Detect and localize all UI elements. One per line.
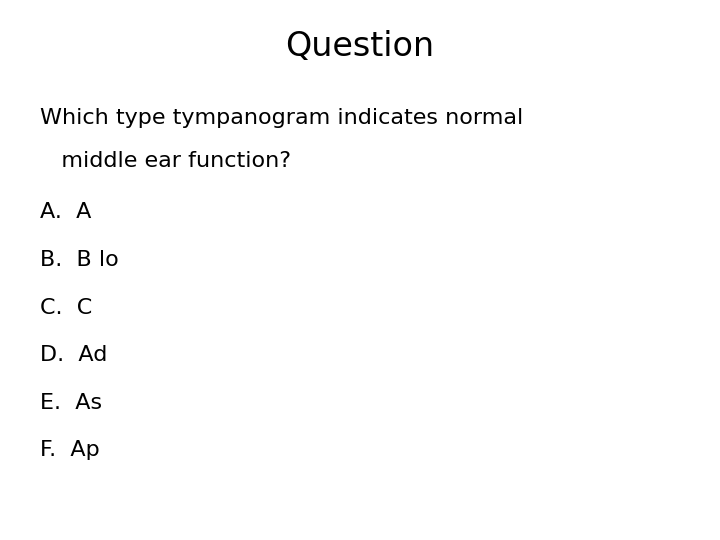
- Text: C.  C: C. C: [40, 298, 92, 318]
- Text: F.  Ap: F. Ap: [40, 440, 99, 460]
- Text: Which type tympanogram indicates normal: Which type tympanogram indicates normal: [40, 108, 523, 128]
- Text: B.  B lo: B. B lo: [40, 250, 118, 270]
- Text: E.  As: E. As: [40, 393, 102, 413]
- Text: D.  Ad: D. Ad: [40, 345, 107, 365]
- Text: middle ear function?: middle ear function?: [40, 151, 291, 171]
- Text: Question: Question: [285, 30, 435, 63]
- Text: A.  A: A. A: [40, 202, 91, 222]
